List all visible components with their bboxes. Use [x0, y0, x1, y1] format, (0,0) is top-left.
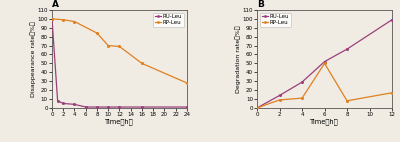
RP-Leu — [140, 62, 144, 64]
Line: RU-Leu: RU-Leu — [50, 17, 188, 108]
RU-Leu — [50, 18, 54, 20]
RP-Leu — [50, 18, 54, 20]
RU-Leu — [300, 81, 304, 83]
RP-Leu — [106, 45, 111, 46]
RU-Leu — [184, 106, 189, 108]
RU-Leu — [117, 106, 122, 108]
RP-Leu — [390, 92, 394, 94]
RP-Leu — [184, 82, 189, 84]
Legend: RU-Leu, RP-Leu: RU-Leu, RP-Leu — [153, 13, 184, 27]
RP-Leu — [117, 46, 122, 47]
Text: B: B — [257, 0, 264, 9]
RU-Leu — [345, 48, 350, 50]
Line: RP-Leu: RP-Leu — [256, 62, 394, 109]
RP-Leu — [322, 62, 327, 64]
RU-Leu — [390, 19, 394, 21]
RU-Leu — [61, 103, 66, 104]
RU-Leu — [322, 61, 327, 62]
RU-Leu — [255, 107, 260, 109]
RP-Leu — [94, 32, 99, 34]
RU-Leu — [72, 104, 77, 105]
RU-Leu — [83, 106, 88, 108]
RU-Leu — [106, 106, 111, 108]
X-axis label: Time（h）: Time（h） — [105, 118, 134, 125]
Line: RP-Leu: RP-Leu — [50, 17, 188, 84]
RU-Leu — [277, 95, 282, 96]
Text: A: A — [52, 0, 59, 9]
Legend: RU-Leu, RP-Leu: RU-Leu, RP-Leu — [260, 13, 291, 27]
Line: RU-Leu: RU-Leu — [256, 18, 394, 109]
Y-axis label: Degradation rate（%）: Degradation rate（%） — [236, 25, 241, 93]
Y-axis label: Disappearance rate（%）: Disappearance rate（%） — [30, 21, 36, 97]
RP-Leu — [72, 21, 77, 22]
RP-Leu — [255, 107, 260, 109]
RP-Leu — [61, 19, 66, 21]
RU-Leu — [140, 106, 144, 108]
RP-Leu — [300, 97, 304, 99]
RU-Leu — [55, 100, 60, 102]
RP-Leu — [345, 100, 350, 102]
RU-Leu — [94, 106, 99, 108]
RP-Leu — [277, 99, 282, 101]
X-axis label: Time（h）: Time（h） — [310, 118, 339, 125]
